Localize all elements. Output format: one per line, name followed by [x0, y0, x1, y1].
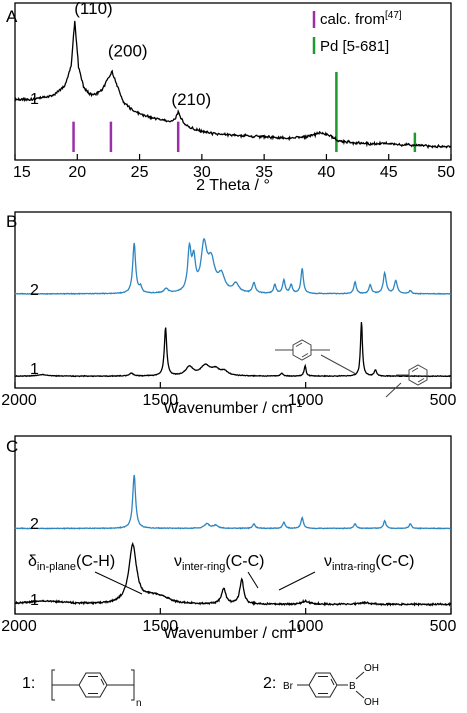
- x-tick-label: 2000: [1, 618, 37, 635]
- panel-c-x-axis-title: Wavenumber / cm-1: [164, 623, 303, 642]
- panel-a-reference-lines: [72, 71, 417, 152]
- panel-c: C 2000 1500 1000 500 2 1 δin-plane(C-H) νin…: [1, 435, 456, 642]
- x-tick-label: 20: [68, 164, 86, 181]
- structure-2: 2: Br B OH OH: [263, 663, 379, 708]
- x-tick-label: 1500: [143, 392, 179, 409]
- panel-b-series-1-label: 1: [30, 361, 39, 378]
- x-tick-label: 500: [430, 618, 457, 635]
- panel-a: A 15 20 25 30 35 40 45 50 1 (110) (200) (210) c…: [6, 0, 455, 194]
- x-tick-label: 2000: [1, 392, 37, 409]
- panel-a-series-1: [14, 20, 452, 150]
- panel-b-series-2: [14, 238, 452, 296]
- x-tick-label: 1500: [143, 618, 179, 635]
- para-benzene-structure-icon: [275, 339, 357, 375]
- panel-a-legend: calc. from[47] Pd [5-681]: [312, 10, 402, 55]
- x-tick-label: 35: [255, 164, 273, 181]
- annotation-nu-intra-ring: νintra-ring(C-C): [324, 553, 415, 573]
- x-tick-label: 40: [318, 164, 336, 181]
- annotation-200: (200): [108, 42, 148, 61]
- x-tick-label: 15: [13, 164, 31, 181]
- structure-2-oh-bottom: OH: [364, 697, 379, 708]
- structure-1-subscript: n: [136, 698, 142, 709]
- x-tick-label: 25: [131, 164, 149, 181]
- legend-calc-label: calc. from[47]: [320, 10, 402, 28]
- structure-2-boron: B: [349, 681, 356, 692]
- x-tick-label: 1000: [288, 618, 324, 635]
- annotation-nu-inter-ring: νinter-ring(C-C): [174, 553, 265, 573]
- panel-a-frame: [14, 2, 452, 161]
- structure-1: 1: n: [22, 669, 142, 709]
- panel-a-x-ticks: 15 20 25 30 35 40 45 50: [13, 154, 455, 181]
- annotation-210: (210): [171, 90, 211, 109]
- panel-c-series-1: [14, 541, 452, 607]
- x-tick-label: 1000: [288, 392, 324, 409]
- panel-c-frame: [14, 435, 452, 615]
- panel-c-series-2-label: 2: [30, 516, 39, 533]
- annotation-delta-in-plane: δin-plane(C-H): [28, 553, 115, 573]
- annotation-pointer-nu-inter: [247, 571, 259, 589]
- x-tick-label: 30: [193, 164, 211, 181]
- panel-b: B 2000 1500 1000 500 2 1 Wavenumber / cm-1: [1, 211, 456, 417]
- panel-b-series-2-label: 2: [30, 282, 39, 299]
- structure-2-label: 2:: [263, 675, 276, 692]
- panel-a-x-axis-title: 2 Theta / °: [196, 177, 270, 194]
- panel-a-series-label: 1: [30, 91, 39, 108]
- panel-b-x-ticks: 2000 1500 1000 500: [1, 382, 456, 409]
- legend-pd-label: Pd [5-681]: [320, 38, 389, 55]
- panel-c-x-ticks: 2000 1500 1000 500: [1, 608, 456, 635]
- panel-b-series-1: [14, 322, 452, 378]
- panel-b-label: B: [6, 212, 17, 231]
- structure-2-oh-top: OH: [364, 663, 379, 674]
- bromophenylboronic-structure-icon: [297, 671, 365, 699]
- panel-c-label: C: [6, 437, 18, 456]
- annotation-pointer-delta: [94, 571, 143, 595]
- annotation-pointer-nu-intra: [278, 571, 316, 591]
- mono-benzene-structure-icon: [385, 364, 428, 398]
- annotation-110: (110): [74, 0, 112, 18]
- structure-1-label: 1:: [22, 675, 35, 692]
- panel-a-label: A: [6, 7, 18, 26]
- x-tick-label: 45: [380, 164, 398, 181]
- poly-phenylene-structure-icon: [51, 669, 135, 701]
- panel-c-series-1-label: 1: [30, 592, 39, 609]
- structure-2-br: Br: [283, 681, 294, 692]
- panel-b-x-axis-title: Wavenumber / cm-1: [164, 398, 303, 417]
- x-tick-label: 500: [430, 392, 457, 409]
- panel-c-series-2: [14, 474, 452, 530]
- panel-b-frame: [14, 211, 452, 389]
- x-tick-label: 50: [437, 164, 455, 181]
